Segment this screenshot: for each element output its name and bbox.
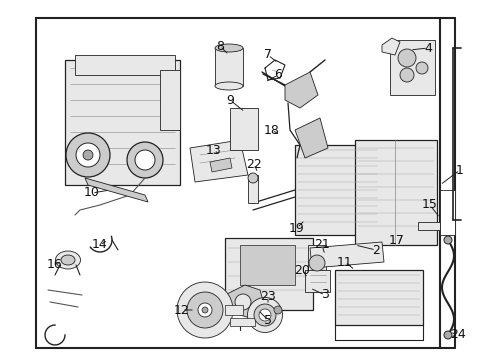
Text: 24: 24 xyxy=(449,328,465,342)
Circle shape xyxy=(247,173,258,183)
Circle shape xyxy=(273,306,282,314)
Bar xyxy=(294,145,379,235)
Text: 11: 11 xyxy=(336,256,352,269)
Circle shape xyxy=(397,49,415,67)
Text: 16: 16 xyxy=(47,257,63,270)
Text: 21: 21 xyxy=(313,238,329,252)
Bar xyxy=(215,48,243,86)
Ellipse shape xyxy=(61,255,75,265)
Text: 22: 22 xyxy=(245,158,262,171)
Circle shape xyxy=(308,255,325,271)
Circle shape xyxy=(443,236,451,244)
Bar xyxy=(240,245,294,285)
Bar xyxy=(36,18,439,348)
Polygon shape xyxy=(209,158,231,172)
Circle shape xyxy=(127,142,163,178)
Circle shape xyxy=(443,331,451,339)
Ellipse shape xyxy=(247,297,282,333)
Text: 2: 2 xyxy=(371,243,379,256)
Text: 12: 12 xyxy=(174,303,189,316)
Circle shape xyxy=(399,68,413,82)
Bar xyxy=(229,318,254,326)
Polygon shape xyxy=(85,178,148,202)
Circle shape xyxy=(202,307,207,313)
Circle shape xyxy=(415,62,427,74)
Bar xyxy=(75,55,175,75)
Bar xyxy=(247,175,258,203)
Bar xyxy=(229,108,258,150)
Bar xyxy=(224,238,312,310)
Text: 6: 6 xyxy=(273,68,282,81)
Text: 17: 17 xyxy=(388,234,404,247)
Bar xyxy=(354,140,436,245)
Circle shape xyxy=(259,309,270,321)
Ellipse shape xyxy=(253,304,275,326)
Circle shape xyxy=(186,292,223,328)
Circle shape xyxy=(235,294,250,310)
Ellipse shape xyxy=(55,251,81,269)
Polygon shape xyxy=(190,140,247,182)
Polygon shape xyxy=(309,242,383,268)
Circle shape xyxy=(177,282,232,338)
Text: 13: 13 xyxy=(206,144,222,157)
Text: 8: 8 xyxy=(216,40,224,53)
Bar xyxy=(307,245,325,280)
Circle shape xyxy=(66,133,110,177)
Bar xyxy=(160,70,180,130)
Text: 3: 3 xyxy=(321,288,328,302)
Circle shape xyxy=(135,150,155,170)
Bar xyxy=(389,40,434,95)
Circle shape xyxy=(198,303,212,317)
Text: 1: 1 xyxy=(455,163,463,176)
Text: 20: 20 xyxy=(293,264,309,276)
Ellipse shape xyxy=(215,82,243,90)
Text: 4: 4 xyxy=(423,41,431,54)
Circle shape xyxy=(83,150,93,160)
Text: 7: 7 xyxy=(264,49,271,62)
Polygon shape xyxy=(439,190,454,235)
Text: 10: 10 xyxy=(84,186,100,199)
Text: 19: 19 xyxy=(288,221,304,234)
Text: 15: 15 xyxy=(421,198,437,211)
Text: 9: 9 xyxy=(225,94,233,107)
Polygon shape xyxy=(224,285,264,318)
Circle shape xyxy=(76,143,100,167)
Text: 14: 14 xyxy=(92,238,108,252)
Polygon shape xyxy=(381,38,399,55)
Polygon shape xyxy=(294,118,327,158)
Bar xyxy=(334,270,422,325)
Text: 5: 5 xyxy=(264,314,271,327)
Bar xyxy=(305,270,329,292)
Text: 23: 23 xyxy=(260,291,275,303)
Bar xyxy=(65,60,180,185)
Bar xyxy=(417,222,439,230)
Polygon shape xyxy=(285,72,317,108)
Ellipse shape xyxy=(215,44,243,52)
Bar xyxy=(224,305,243,315)
Text: 18: 18 xyxy=(264,123,279,136)
